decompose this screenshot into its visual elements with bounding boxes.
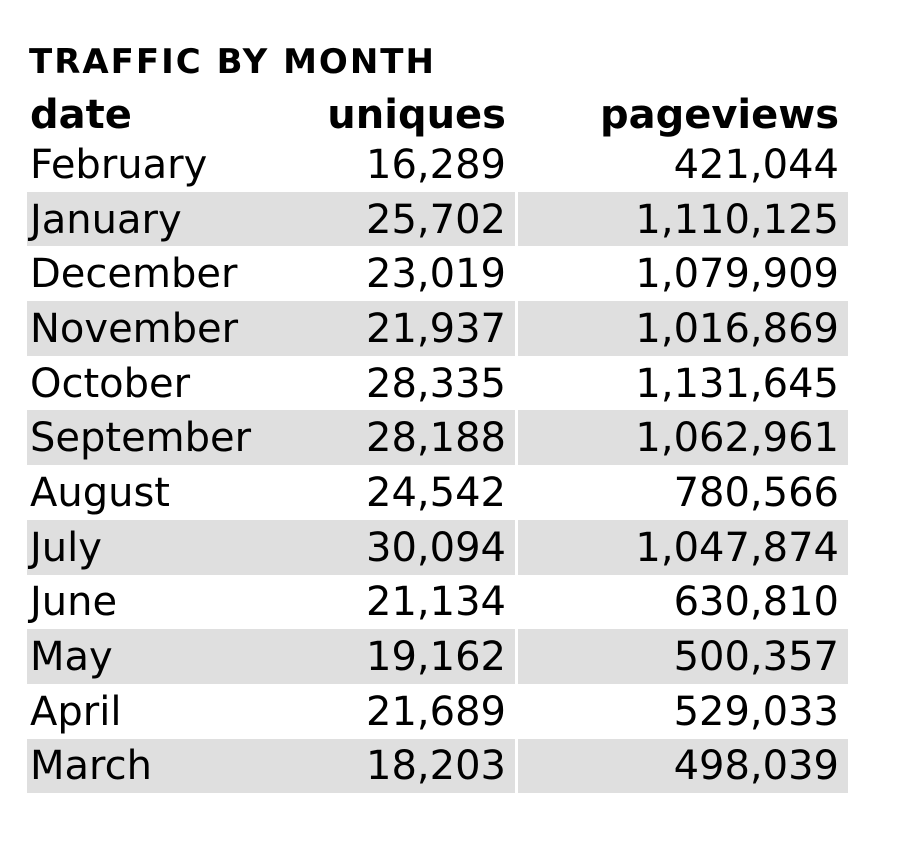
table-row: August 24,542 780,566 — [27, 465, 848, 520]
cell-date: May — [27, 629, 300, 684]
cell-uniques: 21,689 — [366, 688, 506, 735]
cell-pageviews: 1,062,961 — [515, 410, 848, 466]
cell-pageviews: 780,566 — [515, 465, 848, 520]
cell-date: February — [30, 141, 208, 188]
table-row: July 30,094 1,047,874 — [27, 519, 848, 575]
cell-uniques: 28,188 — [300, 410, 515, 466]
cell-date: July — [27, 519, 300, 575]
cell-date: March — [27, 738, 300, 794]
cell-pageviews: 498,039 — [515, 738, 848, 794]
page-title: TRAFFIC BY MONTH — [29, 42, 436, 82]
cell-date: August — [30, 469, 170, 516]
table-row: January 25,702 1,110,125 — [27, 191, 848, 247]
cell-uniques: 24,542 — [366, 469, 506, 516]
cell-uniques: 25,702 — [300, 191, 515, 247]
cell-date: September — [27, 410, 300, 466]
cell-uniques: 30,094 — [300, 519, 515, 575]
cell-uniques: 21,937 — [300, 301, 515, 356]
cell-date: June — [30, 579, 118, 626]
table-row: March 18,203 498,039 — [27, 738, 848, 794]
cell-pageviews: 1,079,909 — [515, 246, 848, 302]
table-row: February 16,289 421,044 — [27, 137, 848, 192]
table-row: October 28,335 1,131,645 — [27, 355, 848, 411]
cell-date: April — [30, 688, 122, 735]
cell-pageviews: 500,357 — [515, 629, 848, 684]
cell-pageviews: 529,033 — [515, 683, 848, 739]
table-row: December 23,019 1,079,909 — [27, 246, 848, 302]
cell-pageviews: 1,131,645 — [515, 355, 848, 411]
column-header-uniques: uniques — [327, 92, 506, 137]
cell-date: January — [27, 191, 300, 247]
table-row: November 21,937 1,016,869 — [27, 301, 848, 356]
cell-date: November — [27, 301, 300, 356]
column-header-date: date — [30, 92, 132, 137]
cell-pageviews: 1,047,874 — [515, 519, 848, 575]
traffic-by-month-table: date uniques pageviews February 16,289 4… — [27, 92, 848, 794]
table-row: May 19,162 500,357 — [27, 629, 848, 684]
cell-pageviews: 630,810 — [515, 574, 848, 630]
cell-uniques: 23,019 — [366, 251, 506, 298]
cell-pageviews: 1,016,869 — [515, 301, 848, 356]
table-header-row: date uniques pageviews — [27, 92, 848, 137]
cell-date: December — [30, 251, 238, 298]
column-header-pageviews: pageviews — [515, 92, 848, 137]
cell-uniques: 19,162 — [300, 629, 515, 684]
table-row: September 28,188 1,062,961 — [27, 410, 848, 466]
table-row: June 21,134 630,810 — [27, 574, 848, 630]
table-row: April 21,689 529,033 — [27, 683, 848, 739]
cell-pageviews: 1,110,125 — [515, 191, 848, 247]
cell-date: October — [30, 360, 191, 407]
cell-uniques: 16,289 — [366, 141, 506, 188]
cell-uniques: 21,134 — [366, 579, 506, 626]
cell-uniques: 18,203 — [300, 738, 515, 794]
cell-uniques: 28,335 — [366, 360, 506, 407]
cell-pageviews: 421,044 — [515, 137, 848, 192]
